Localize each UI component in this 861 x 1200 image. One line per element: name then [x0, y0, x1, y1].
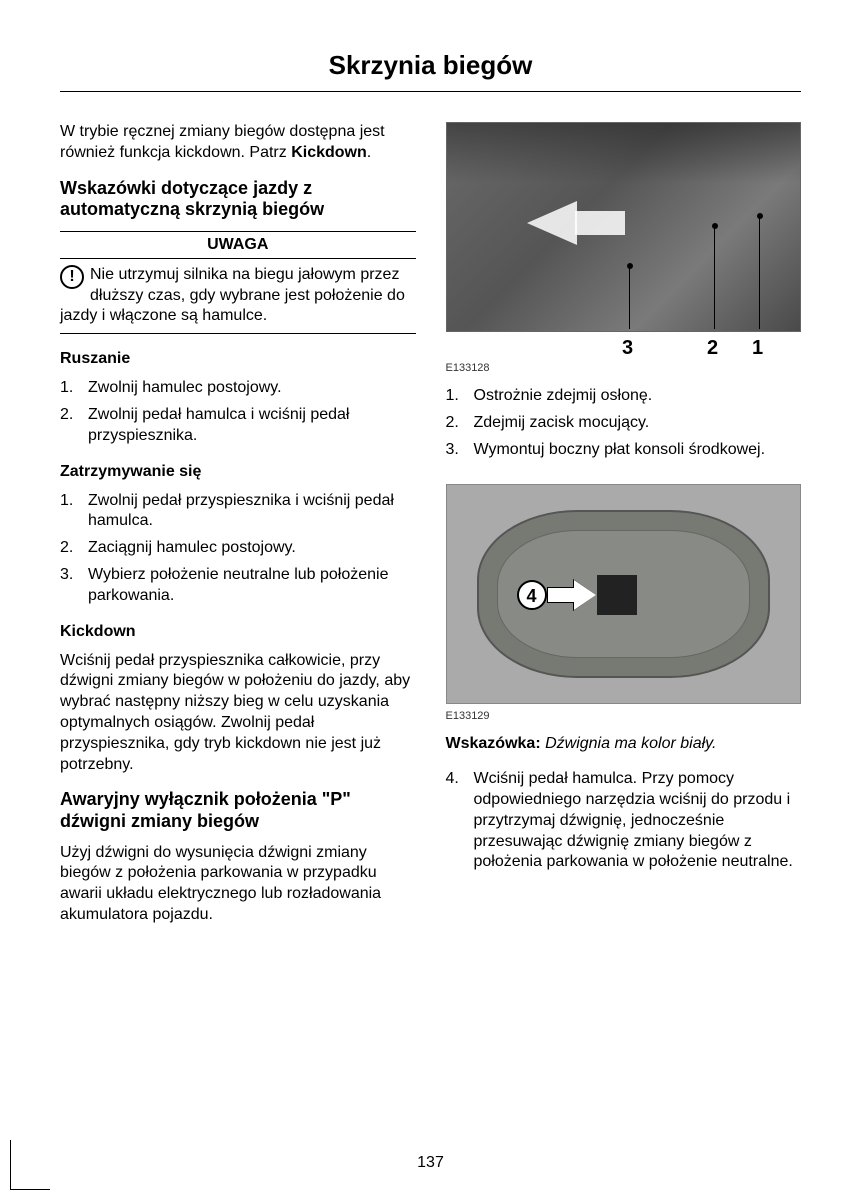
- list-text: Zdejmij zacisk mocujący.: [474, 413, 802, 434]
- page-number: 137: [0, 1154, 861, 1172]
- kickdown-text: Wciśnij pedał przyspiesznika całkowicie,…: [60, 651, 416, 776]
- heading-tips: Wskazówki dotyczące jazdy z automatyczną…: [60, 178, 416, 221]
- figure-2-list: 4.Wciśnij pedał hamulca. Przy pomocy odp…: [446, 769, 802, 873]
- heading-starting: Ruszanie: [60, 350, 416, 368]
- figure-1: [446, 122, 802, 332]
- hint-label: Wskazówka:: [446, 735, 541, 752]
- list-text: Wybierz położenie neutralne lub położeni…: [88, 565, 416, 607]
- callout-4-badge: 4: [517, 580, 547, 610]
- list-text: Ostrożnie zdejmij osłonę.: [474, 386, 802, 407]
- callout-3: 3: [622, 337, 633, 360]
- note-text: Nie utrzymuj silnika na biegu jałowym pr…: [60, 266, 405, 325]
- intro-end: .: [367, 144, 371, 161]
- figure-2-code: E133129: [446, 710, 802, 722]
- note-title: UWAGA: [60, 232, 416, 259]
- list-text: Wciśnij pedał hamulca. Przy pomocy odpow…: [474, 769, 802, 873]
- hint-text: Dźwignia ma kolor biały.: [541, 735, 717, 752]
- list-num: 2.: [446, 413, 474, 434]
- list-num: 2.: [60, 405, 88, 447]
- page-corner-mark: [10, 1140, 50, 1190]
- arrow-icon: [547, 580, 597, 610]
- right-column: 3 2 1 E133128 1.Ostrożnie zdejmij osłonę…: [446, 122, 802, 940]
- arrow-icon: [527, 201, 577, 245]
- list-text: Zwolnij pedał hamulca i wciśnij pedał pr…: [88, 405, 416, 447]
- page-title: Skrzynia biegów: [60, 50, 801, 92]
- hint-paragraph: Wskazówka: Dźwignia ma kolor biały.: [446, 734, 802, 755]
- list-num: 1.: [60, 378, 88, 399]
- list-num: 3.: [60, 565, 88, 607]
- intro-paragraph: W trybie ręcznej zmiany biegów dostępna …: [60, 122, 416, 164]
- note-body: ! Nie utrzymuj silnika na biegu jałowym …: [60, 259, 416, 333]
- list-num: 1.: [446, 386, 474, 407]
- list-text: Zaciągnij hamulec postojowy.: [88, 538, 416, 559]
- list-text: Zwolnij hamulec postojowy.: [88, 378, 416, 399]
- list-num: 3.: [446, 440, 474, 461]
- warning-icon: !: [60, 265, 84, 289]
- heading-emergency: Awaryjny wyłącznik położenia "P" dźwigni…: [60, 789, 416, 832]
- callout-1: 1: [752, 337, 763, 360]
- stopping-list: 1.Zwolnij pedał przyspiesznika i wciśnij…: [60, 491, 416, 607]
- note-box: UWAGA ! Nie utrzymuj silnika na biegu ja…: [60, 231, 416, 334]
- list-num: 4.: [446, 769, 474, 873]
- intro-bold: Kickdown: [291, 144, 367, 161]
- list-num: 1.: [60, 491, 88, 533]
- heading-stopping: Zatrzymywanie się: [60, 463, 416, 481]
- starting-list: 1.Zwolnij hamulec postojowy. 2.Zwolnij p…: [60, 378, 416, 446]
- list-text: Wymontuj boczny płat konsoli środkowej.: [474, 440, 802, 461]
- heading-kickdown: Kickdown: [60, 623, 416, 641]
- list-num: 2.: [60, 538, 88, 559]
- figure-2: 4: [446, 484, 802, 704]
- left-column: W trybie ręcznej zmiany biegów dostępna …: [60, 122, 416, 940]
- list-text: Zwolnij pedał przyspiesznika i wciśnij p…: [88, 491, 416, 533]
- figure-1-code: E133128: [446, 362, 802, 374]
- emergency-text: Użyj dźwigni do wysunięcia dźwigni zmian…: [60, 843, 416, 926]
- figure-1-list: 1.Ostrożnie zdejmij osłonę. 2.Zdejmij za…: [446, 386, 802, 460]
- callout-2: 2: [707, 337, 718, 360]
